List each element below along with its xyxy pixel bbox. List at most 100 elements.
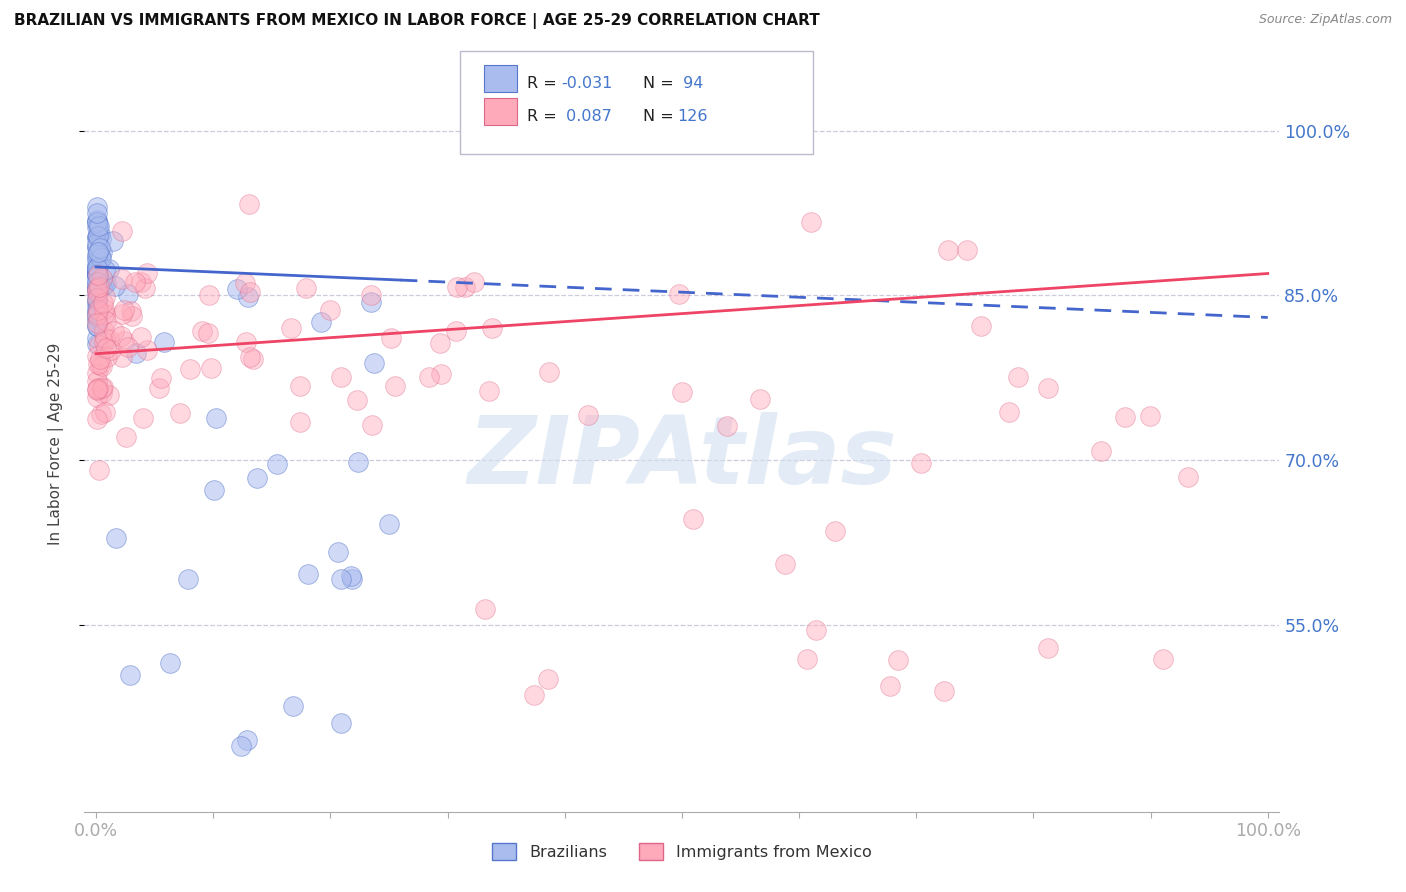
Point: [970, 319, 993, 334]
Point: [86, 307, 108, 321]
Point: [481, 320, 503, 334]
Point: [86, 215, 108, 229]
Point: [233, 276, 256, 290]
Point: [86, 285, 108, 299]
Point: [148, 380, 170, 394]
Point: [266, 457, 288, 471]
Point: [236, 290, 259, 304]
Point: [103, 325, 125, 339]
Point: [169, 406, 191, 420]
Point: [87, 261, 110, 276]
Point: [956, 244, 979, 258]
Point: [668, 287, 690, 301]
Point: [537, 672, 560, 686]
Point: [1007, 370, 1029, 384]
Point: [115, 429, 138, 443]
Point: [104, 279, 127, 293]
Point: [86, 293, 108, 308]
Point: [879, 679, 901, 693]
Point: [89, 219, 111, 233]
Point: [94, 263, 117, 277]
Point: [202, 483, 225, 497]
Point: [87, 381, 110, 395]
Point: [86, 267, 108, 281]
Point: [235, 334, 257, 349]
Point: [523, 688, 546, 702]
Point: [86, 280, 108, 294]
Point: [86, 313, 108, 327]
Point: [474, 602, 496, 616]
Point: [682, 512, 704, 526]
Point: [117, 340, 139, 354]
Point: [91, 359, 114, 373]
Point: [86, 349, 108, 363]
Point: [90, 251, 112, 265]
Point: [205, 411, 228, 425]
Point: [804, 623, 827, 637]
Point: [346, 392, 368, 407]
Point: [87, 357, 110, 371]
Point: [444, 324, 467, 338]
Point: [281, 698, 304, 713]
Text: ZIPAtlas: ZIPAtlas: [467, 412, 897, 505]
Point: [318, 302, 340, 317]
Point: [86, 205, 108, 219]
Point: [936, 243, 959, 257]
Point: [90, 280, 112, 294]
Point: [124, 276, 146, 290]
Point: [86, 390, 108, 404]
Point: [136, 343, 159, 358]
Text: R =: R =: [527, 76, 562, 91]
Point: [94, 341, 117, 355]
Point: [1038, 380, 1060, 394]
Point: [86, 331, 108, 345]
Point: [86, 267, 108, 281]
Point: [134, 280, 156, 294]
Point: [360, 287, 382, 301]
Point: [1036, 640, 1059, 655]
Y-axis label: In Labor Force | Age 25-29: In Labor Force | Age 25-29: [48, 343, 63, 545]
Legend: Brazilians, Immigrants from Mexico: Brazilians, Immigrants from Mexico: [486, 837, 877, 866]
Text: -0.031: -0.031: [561, 76, 613, 91]
Point: [118, 667, 141, 681]
Point: [86, 302, 108, 317]
Point: [86, 228, 108, 243]
Point: [363, 355, 385, 369]
Point: [1139, 409, 1161, 423]
Text: N =: N =: [643, 76, 679, 91]
Point: [330, 716, 353, 731]
Point: [125, 345, 148, 359]
Point: [111, 272, 134, 286]
Point: [86, 252, 108, 267]
Point: [295, 281, 318, 295]
Point: [886, 653, 908, 667]
Point: [86, 275, 108, 289]
Point: [91, 386, 114, 401]
Point: [89, 249, 111, 263]
Text: N =: N =: [643, 109, 679, 124]
Point: [86, 259, 108, 273]
Point: [86, 366, 108, 380]
Point: [86, 337, 108, 351]
Point: [86, 384, 108, 398]
Point: [1177, 470, 1199, 484]
Point: [132, 411, 155, 425]
Point: [86, 308, 108, 322]
Point: [86, 316, 108, 330]
Point: [86, 310, 108, 325]
Point: [90, 407, 112, 421]
Point: [93, 307, 115, 321]
Point: [86, 266, 108, 280]
Point: [111, 307, 134, 321]
Point: [86, 230, 108, 244]
Point: [90, 381, 112, 395]
Point: [246, 471, 269, 485]
Text: 94: 94: [678, 76, 703, 91]
Point: [89, 241, 111, 255]
Point: [463, 276, 485, 290]
Point: [90, 271, 112, 285]
Text: R =: R =: [527, 109, 562, 124]
Point: [190, 324, 212, 338]
Point: [87, 268, 110, 282]
Point: [96, 351, 118, 365]
